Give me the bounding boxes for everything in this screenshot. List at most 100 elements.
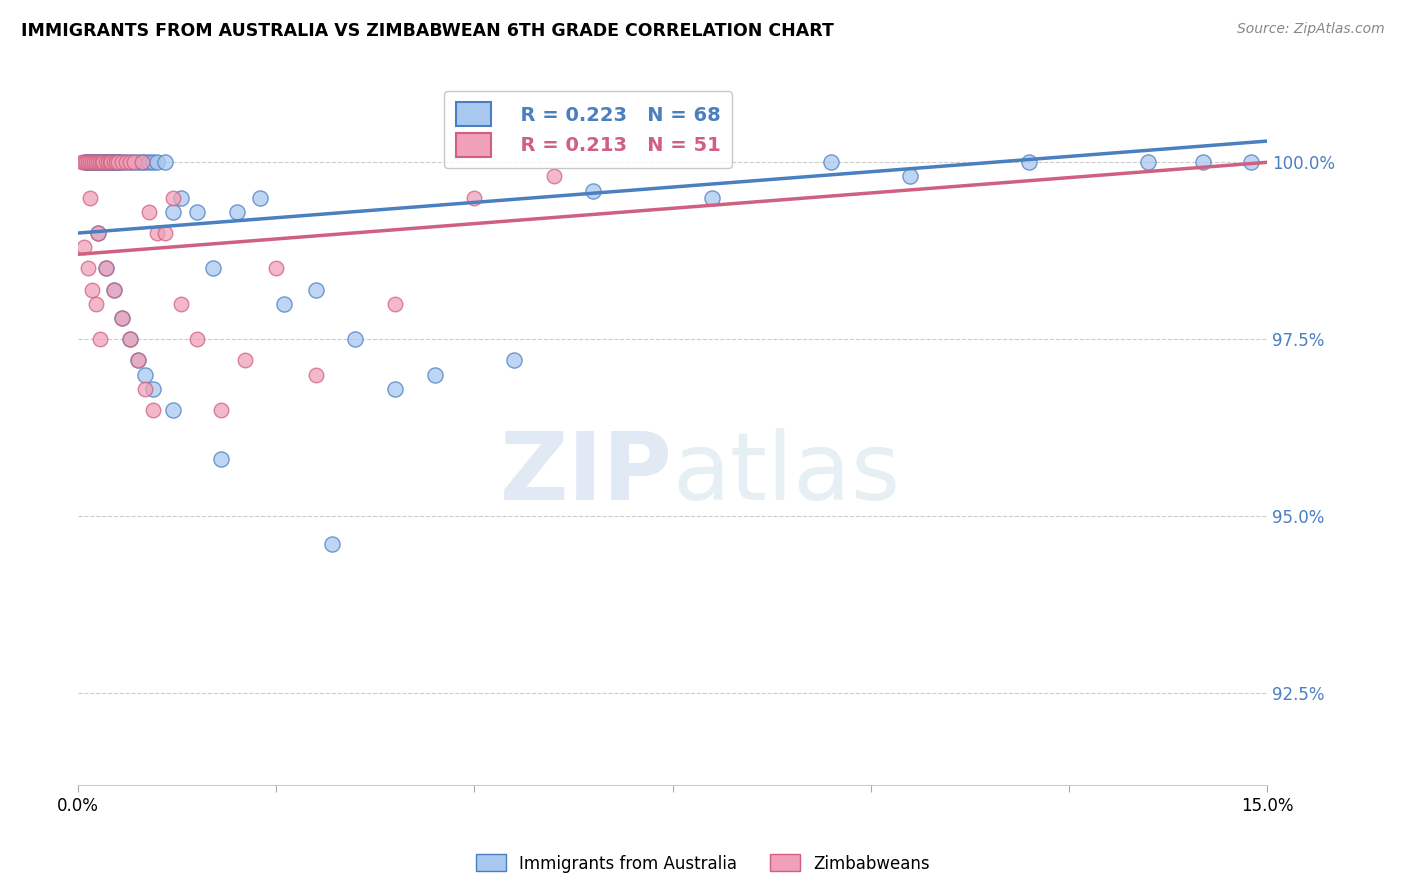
Point: [186, 332, 208, 346]
Point: [225, 204, 247, 219]
Point: [83, 155, 105, 169]
Point: [100, 155, 122, 169]
Point: [76, 261, 98, 276]
Point: [107, 155, 129, 169]
Point: [700, 191, 723, 205]
Point: [79, 155, 101, 169]
Point: [118, 332, 141, 346]
Point: [820, 155, 842, 169]
Legend:   R = 0.223   N = 68,   R = 0.213   N = 51: R = 0.223 N = 68, R = 0.213 N = 51: [444, 91, 733, 169]
Point: [155, 155, 177, 169]
Point: [82, 155, 104, 169]
Point: [79, 155, 101, 169]
Point: [321, 537, 343, 551]
Point: [162, 191, 184, 205]
Point: [134, 368, 156, 382]
Point: [111, 155, 134, 169]
Point: [111, 310, 134, 325]
Point: [155, 226, 177, 240]
Point: [87, 226, 110, 240]
Point: [134, 155, 156, 169]
Point: [131, 155, 153, 169]
Text: Source: ZipAtlas.com: Source: ZipAtlas.com: [1237, 22, 1385, 37]
Point: [107, 155, 129, 169]
Point: [89, 155, 111, 169]
Point: [118, 155, 141, 169]
Point: [170, 191, 193, 205]
Legend: Immigrants from Australia, Zimbabweans: Immigrants from Australia, Zimbabweans: [470, 847, 936, 880]
Point: [93, 155, 115, 169]
Point: [90, 155, 112, 169]
Point: [103, 283, 125, 297]
Point: [83, 155, 105, 169]
Point: [98, 155, 121, 169]
Point: [131, 155, 153, 169]
Point: [76, 155, 98, 169]
Point: [79, 191, 101, 205]
Point: [249, 191, 271, 205]
Point: [122, 155, 145, 169]
Point: [103, 155, 125, 169]
Point: [127, 353, 149, 368]
Point: [97, 155, 120, 169]
Point: [543, 169, 565, 184]
Point: [127, 155, 149, 169]
Point: [73, 240, 96, 254]
Point: [103, 155, 125, 169]
Point: [94, 261, 117, 276]
Point: [97, 155, 120, 169]
Point: [82, 155, 104, 169]
Point: [82, 283, 104, 297]
Point: [70, 155, 93, 169]
Point: [94, 155, 117, 169]
Point: [582, 184, 605, 198]
Point: [75, 155, 97, 169]
Point: [305, 283, 328, 297]
Point: [146, 155, 169, 169]
Point: [898, 169, 921, 184]
Point: [100, 155, 122, 169]
Point: [384, 297, 406, 311]
Point: [84, 297, 107, 311]
Point: [79, 155, 101, 169]
Point: [76, 155, 98, 169]
Point: [111, 310, 134, 325]
Point: [83, 155, 105, 169]
Point: [127, 353, 149, 368]
Point: [103, 155, 125, 169]
Point: [384, 382, 406, 396]
Point: [344, 332, 367, 346]
Point: [305, 368, 328, 382]
Point: [75, 155, 97, 169]
Text: IMMIGRANTS FROM AUSTRALIA VS ZIMBABWEAN 6TH GRADE CORRELATION CHART: IMMIGRANTS FROM AUSTRALIA VS ZIMBABWEAN …: [21, 22, 834, 40]
Point: [114, 155, 136, 169]
Point: [503, 353, 526, 368]
Point: [463, 191, 485, 205]
Point: [273, 297, 295, 311]
Point: [162, 204, 184, 219]
Point: [98, 155, 121, 169]
Point: [105, 155, 128, 169]
Point: [87, 155, 110, 169]
Point: [87, 155, 110, 169]
Point: [186, 204, 208, 219]
Point: [105, 155, 128, 169]
Point: [90, 155, 112, 169]
Point: [94, 155, 117, 169]
Point: [84, 155, 107, 169]
Text: ZIP: ZIP: [499, 427, 672, 519]
Point: [98, 155, 121, 169]
Point: [111, 155, 134, 169]
Point: [134, 382, 156, 396]
Point: [87, 226, 110, 240]
Point: [209, 452, 232, 467]
Point: [114, 155, 136, 169]
Point: [1240, 155, 1263, 169]
Point: [94, 261, 117, 276]
Point: [142, 155, 165, 169]
Point: [118, 155, 141, 169]
Point: [93, 155, 115, 169]
Point: [146, 226, 169, 240]
Point: [170, 297, 193, 311]
Point: [89, 332, 111, 346]
